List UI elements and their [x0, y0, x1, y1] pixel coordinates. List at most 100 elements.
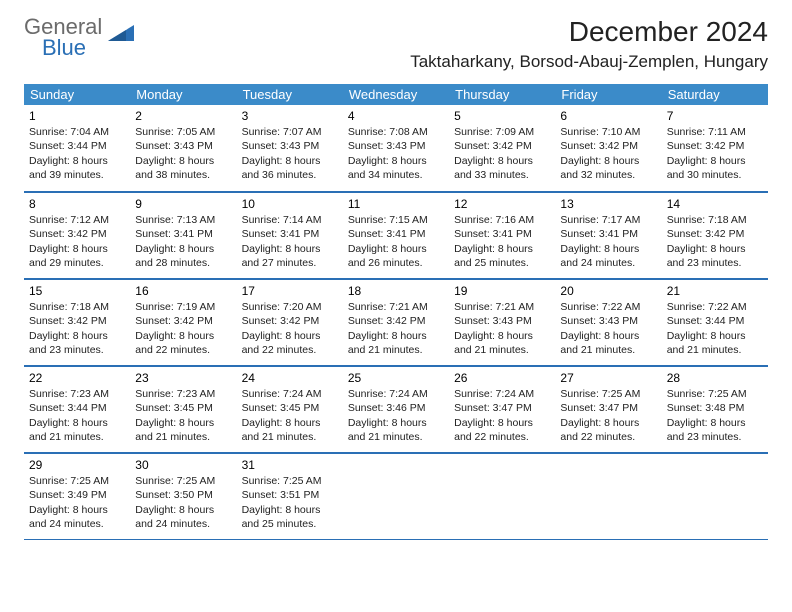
day-cell: 10Sunrise: 7:14 AMSunset: 3:41 PMDayligh…	[237, 192, 343, 278]
day-number: 21	[667, 283, 763, 299]
sunset-line: Sunset: 3:42 PM	[454, 139, 550, 153]
day-cell: 3Sunrise: 7:07 AMSunset: 3:43 PMDaylight…	[237, 105, 343, 191]
sunset-line: Sunset: 3:45 PM	[135, 401, 231, 415]
sunset-line: Sunset: 3:42 PM	[135, 314, 231, 328]
daylight-line: Daylight: 8 hours and 25 minutes.	[454, 242, 550, 270]
daylight-line: Daylight: 8 hours and 21 minutes.	[454, 329, 550, 357]
day-number: 24	[242, 370, 338, 386]
day-cell: 28Sunrise: 7:25 AMSunset: 3:48 PMDayligh…	[662, 366, 768, 452]
daylight-line: Daylight: 8 hours and 34 minutes.	[348, 154, 444, 182]
day-number: 1	[29, 108, 125, 124]
dow-monday: Monday	[130, 84, 236, 105]
daylight-line: Daylight: 8 hours and 33 minutes.	[454, 154, 550, 182]
day-number: 27	[560, 370, 656, 386]
day-cell: 23Sunrise: 7:23 AMSunset: 3:45 PMDayligh…	[130, 366, 236, 452]
day-cell: 9Sunrise: 7:13 AMSunset: 3:41 PMDaylight…	[130, 192, 236, 278]
logo-line2: Blue	[42, 37, 102, 59]
sunrise-line: Sunrise: 7:08 AM	[348, 125, 444, 139]
day-number: 29	[29, 457, 125, 473]
sunset-line: Sunset: 3:41 PM	[242, 227, 338, 241]
day-number: 25	[348, 370, 444, 386]
sunset-line: Sunset: 3:41 PM	[135, 227, 231, 241]
day-number: 15	[29, 283, 125, 299]
daylight-line: Daylight: 8 hours and 28 minutes.	[135, 242, 231, 270]
daylight-line: Daylight: 8 hours and 22 minutes.	[560, 416, 656, 444]
sunrise-line: Sunrise: 7:16 AM	[454, 213, 550, 227]
sunset-line: Sunset: 3:43 PM	[135, 139, 231, 153]
sunset-line: Sunset: 3:42 PM	[560, 139, 656, 153]
day-cell: 19Sunrise: 7:21 AMSunset: 3:43 PMDayligh…	[449, 279, 555, 365]
sunrise-line: Sunrise: 7:19 AM	[135, 300, 231, 314]
daylight-line: Daylight: 8 hours and 21 minutes.	[348, 329, 444, 357]
day-number: 3	[242, 108, 338, 124]
day-cell	[449, 453, 555, 539]
daylight-line: Daylight: 8 hours and 24 minutes.	[135, 503, 231, 531]
week-row: 8Sunrise: 7:12 AMSunset: 3:42 PMDaylight…	[24, 192, 768, 279]
day-cell: 1Sunrise: 7:04 AMSunset: 3:44 PMDaylight…	[24, 105, 130, 191]
day-cell	[343, 453, 449, 539]
daylight-line: Daylight: 8 hours and 21 minutes.	[242, 416, 338, 444]
day-cell: 21Sunrise: 7:22 AMSunset: 3:44 PMDayligh…	[662, 279, 768, 365]
calendar: Sunday Monday Tuesday Wednesday Thursday…	[24, 84, 768, 540]
sunset-line: Sunset: 3:42 PM	[667, 227, 763, 241]
day-cell: 5Sunrise: 7:09 AMSunset: 3:42 PMDaylight…	[449, 105, 555, 191]
day-cell: 30Sunrise: 7:25 AMSunset: 3:50 PMDayligh…	[130, 453, 236, 539]
daylight-line: Daylight: 8 hours and 22 minutes.	[242, 329, 338, 357]
sunrise-line: Sunrise: 7:21 AM	[454, 300, 550, 314]
day-cell: 16Sunrise: 7:19 AMSunset: 3:42 PMDayligh…	[130, 279, 236, 365]
sunrise-line: Sunrise: 7:25 AM	[667, 387, 763, 401]
day-number: 9	[135, 196, 231, 212]
daylight-line: Daylight: 8 hours and 23 minutes.	[667, 242, 763, 270]
daylight-line: Daylight: 8 hours and 21 minutes.	[135, 416, 231, 444]
day-cell	[662, 453, 768, 539]
sunrise-line: Sunrise: 7:22 AM	[667, 300, 763, 314]
daylight-line: Daylight: 8 hours and 21 minutes.	[29, 416, 125, 444]
sunset-line: Sunset: 3:41 PM	[560, 227, 656, 241]
sunrise-line: Sunrise: 7:25 AM	[560, 387, 656, 401]
daylight-line: Daylight: 8 hours and 24 minutes.	[560, 242, 656, 270]
dow-row: Sunday Monday Tuesday Wednesday Thursday…	[24, 84, 768, 105]
sunset-line: Sunset: 3:43 PM	[454, 314, 550, 328]
daylight-line: Daylight: 8 hours and 22 minutes.	[454, 416, 550, 444]
location: Taktaharkany, Borsod-Abauj-Zemplen, Hung…	[410, 52, 768, 72]
sunrise-line: Sunrise: 7:18 AM	[667, 213, 763, 227]
day-number: 30	[135, 457, 231, 473]
sunset-line: Sunset: 3:43 PM	[242, 139, 338, 153]
daylight-line: Daylight: 8 hours and 21 minutes.	[348, 416, 444, 444]
sunrise-line: Sunrise: 7:13 AM	[135, 213, 231, 227]
day-cell: 20Sunrise: 7:22 AMSunset: 3:43 PMDayligh…	[555, 279, 661, 365]
sunrise-line: Sunrise: 7:14 AM	[242, 213, 338, 227]
day-cell: 8Sunrise: 7:12 AMSunset: 3:42 PMDaylight…	[24, 192, 130, 278]
day-number: 17	[242, 283, 338, 299]
week-row: 15Sunrise: 7:18 AMSunset: 3:42 PMDayligh…	[24, 279, 768, 366]
dow-tuesday: Tuesday	[237, 84, 343, 105]
day-cell: 7Sunrise: 7:11 AMSunset: 3:42 PMDaylight…	[662, 105, 768, 191]
day-number: 22	[29, 370, 125, 386]
daylight-line: Daylight: 8 hours and 23 minutes.	[667, 416, 763, 444]
week-row: 29Sunrise: 7:25 AMSunset: 3:49 PMDayligh…	[24, 453, 768, 540]
sunset-line: Sunset: 3:43 PM	[560, 314, 656, 328]
sunset-line: Sunset: 3:45 PM	[242, 401, 338, 415]
day-number: 2	[135, 108, 231, 124]
daylight-line: Daylight: 8 hours and 21 minutes.	[560, 329, 656, 357]
day-cell: 26Sunrise: 7:24 AMSunset: 3:47 PMDayligh…	[449, 366, 555, 452]
day-number: 14	[667, 196, 763, 212]
weeks-container: 1Sunrise: 7:04 AMSunset: 3:44 PMDaylight…	[24, 105, 768, 540]
sunrise-line: Sunrise: 7:23 AM	[29, 387, 125, 401]
sunrise-line: Sunrise: 7:20 AM	[242, 300, 338, 314]
sunset-line: Sunset: 3:47 PM	[454, 401, 550, 415]
day-cell: 31Sunrise: 7:25 AMSunset: 3:51 PMDayligh…	[237, 453, 343, 539]
sunset-line: Sunset: 3:42 PM	[667, 139, 763, 153]
sunrise-line: Sunrise: 7:11 AM	[667, 125, 763, 139]
sunset-line: Sunset: 3:44 PM	[29, 139, 125, 153]
sunrise-line: Sunrise: 7:22 AM	[560, 300, 656, 314]
daylight-line: Daylight: 8 hours and 38 minutes.	[135, 154, 231, 182]
day-number: 10	[242, 196, 338, 212]
daylight-line: Daylight: 8 hours and 29 minutes.	[29, 242, 125, 270]
sunrise-line: Sunrise: 7:09 AM	[454, 125, 550, 139]
day-number: 31	[242, 457, 338, 473]
day-number: 8	[29, 196, 125, 212]
day-number: 13	[560, 196, 656, 212]
daylight-line: Daylight: 8 hours and 21 minutes.	[667, 329, 763, 357]
day-cell: 15Sunrise: 7:18 AMSunset: 3:42 PMDayligh…	[24, 279, 130, 365]
